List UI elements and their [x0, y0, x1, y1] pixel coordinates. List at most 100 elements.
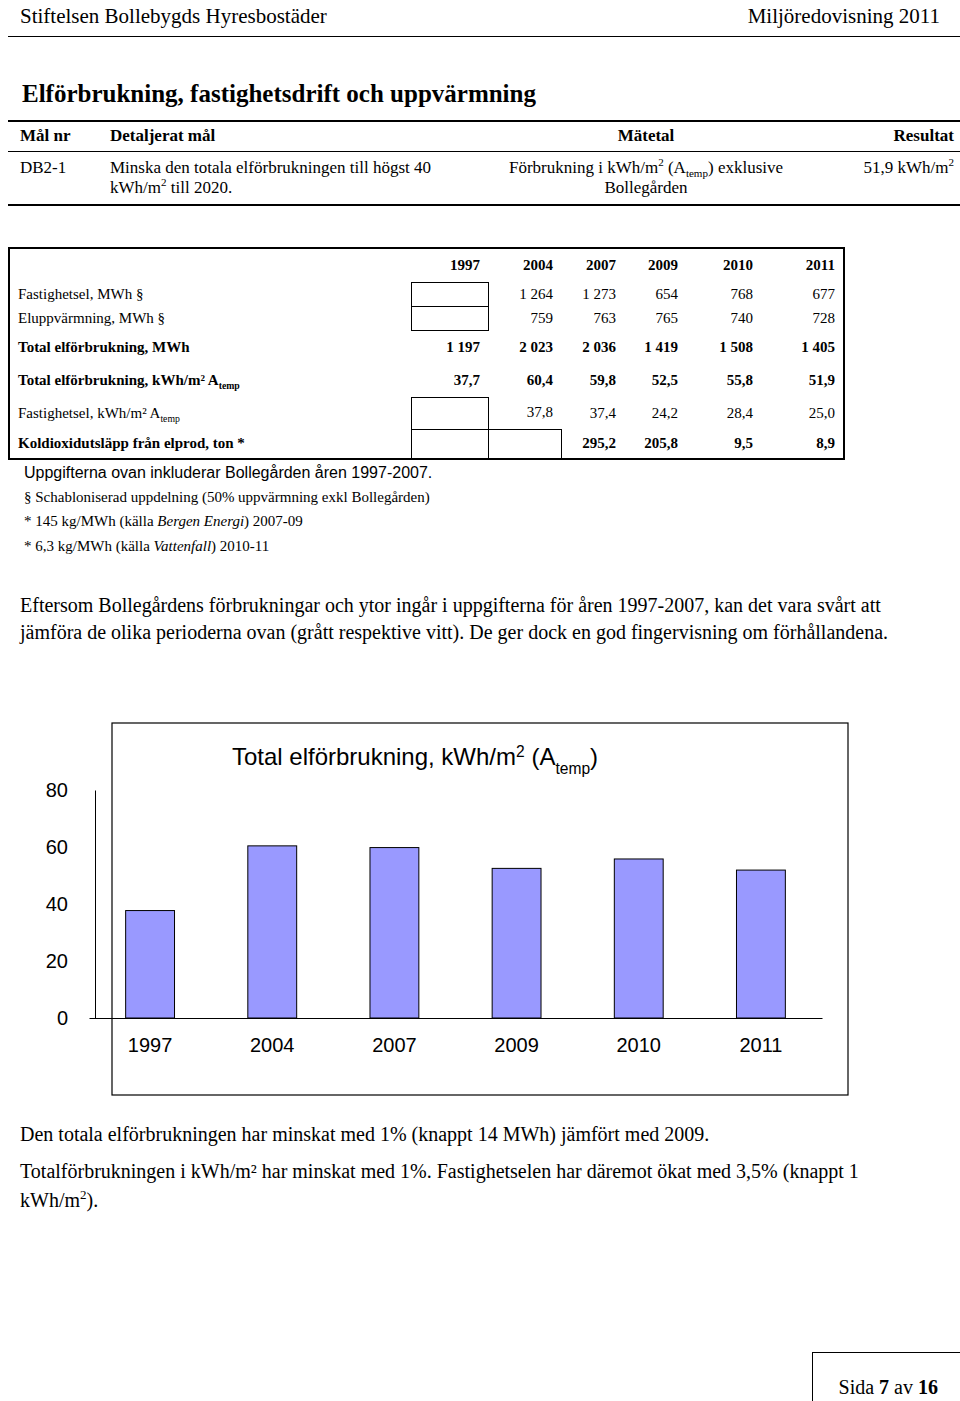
text-run: (A — [664, 158, 686, 177]
data-header-empty — [9, 248, 411, 282]
text-run: Fastighetsel, MWh § — [18, 286, 143, 302]
row-label: Total elförbrukning, MWh — [9, 330, 411, 364]
text-run: (A — [525, 743, 556, 770]
text-run-sup: 2 — [948, 156, 954, 168]
text-run: Totalförbrukningen i kWh/m² har minskat … — [20, 1160, 859, 1211]
page-title: Elförbrukning, fastighetsdrift och uppvä… — [22, 80, 536, 108]
bar — [370, 848, 419, 1018]
x-tick: 2010 — [617, 1018, 662, 1056]
y-tick-label: 80 — [46, 779, 68, 801]
x-tick-label: 2007 — [372, 1034, 417, 1056]
x-tick-label: 2011 — [739, 1034, 782, 1056]
x-tick: 2009 — [494, 1018, 539, 1056]
y-tick: 0 — [57, 1007, 95, 1029]
value-cell: 763 — [561, 306, 624, 330]
value-cell: 37,7 — [411, 364, 488, 397]
text-run: Fastighetsel, kWh/m² A — [18, 405, 160, 421]
data-table: 199720042007200920102011Fastighetsel, MW… — [8, 247, 845, 460]
value-cell: 59,8 — [561, 364, 624, 397]
x-tick-label: 2009 — [494, 1034, 539, 1056]
goal-header-cell: Resultat — [808, 121, 960, 151]
chart-frame — [112, 723, 848, 1095]
value-cell: 654 — [624, 282, 686, 306]
text-run: ) 2010-11 — [211, 538, 269, 554]
text-run-i: Vattenfall — [154, 538, 212, 554]
empty-cell — [411, 429, 488, 459]
row-label: Total elförbrukning, kWh/m² Atemp — [9, 364, 411, 397]
text-run-sup: 2 — [161, 176, 167, 188]
note: Uppgifterna ovan inkluderar Bollegården … — [24, 464, 432, 482]
value-cell: 1 197 — [411, 330, 488, 364]
text-run: * 145 kg/MWh (källa — [24, 513, 157, 529]
value-cell: 9,5 — [686, 429, 761, 459]
text-run: Koldioxidutsläpp från elprod, ton * — [18, 435, 245, 451]
goal-cell: DB2-1 — [8, 151, 98, 205]
chart-title: Total elförbrukning, kWh/m2 (Atemp) — [232, 743, 598, 777]
row-label: Eluppvärmning, MWh § — [9, 306, 411, 330]
value-cell: 51,9 — [761, 364, 844, 397]
value-cell: 1 264 — [488, 282, 561, 306]
conclusion: Den totala elförbrukningen har minskat m… — [20, 1120, 920, 1149]
data-header-cell: 2009 — [624, 248, 686, 282]
text-run: av — [889, 1376, 918, 1398]
text-run: ) — [590, 743, 598, 770]
x-tick: 1997 — [128, 1018, 173, 1056]
goal-header-cell: Mål nr — [8, 121, 98, 151]
value-cell: 728 — [761, 306, 844, 330]
row-label: Koldioxidutsläpp från elprod, ton * — [9, 429, 411, 459]
value-cell: 8,9 — [761, 429, 844, 459]
y-tick: 40 — [46, 893, 95, 915]
header-left: Stiftelsen Bollebygds Hyresbostäder — [20, 4, 327, 29]
data-row: Fastighetsel, kWh/m² Atemp37,837,424,228… — [9, 397, 844, 429]
goal-header-row: Mål nrDetaljerat målMätetalResultat — [8, 121, 960, 151]
x-tick-label: 1997 — [128, 1034, 173, 1056]
text-run: 51,9 kWh/m — [863, 158, 948, 177]
text-run-i: Bergen Energi — [157, 513, 244, 529]
text-run: Total elförbrukning, MWh — [18, 339, 190, 355]
text-run: Uppgifterna ovan inkluderar Bollegården … — [24, 464, 432, 481]
value-cell: 759 — [488, 306, 561, 330]
text-run-sub: temp — [219, 380, 240, 391]
y-tick-label: 0 — [57, 1007, 68, 1029]
value-cell: 37,8 — [488, 397, 561, 429]
value-cell: 1 273 — [561, 282, 624, 306]
y-tick: 20 — [46, 950, 95, 972]
text-run: Total elförbrukning, kWh/m — [232, 743, 516, 770]
data-header-cell: 1997 — [411, 248, 488, 282]
chart-svg: Total elförbrukning, kWh/m2 (Atemp)02040… — [0, 0, 960, 1401]
x-tick: 2004 — [250, 1018, 295, 1056]
data-header-cell: 2010 — [686, 248, 761, 282]
x-axis-line — [90, 1018, 823, 1019]
conclusion: Totalförbrukningen i kWh/m² har minskat … — [20, 1157, 920, 1215]
bar — [126, 911, 175, 1018]
value-cell: 205,8 — [624, 429, 686, 459]
bar — [614, 859, 663, 1018]
data-header-cell: 2004 — [488, 248, 561, 282]
text-run-sup: 2 — [516, 743, 525, 760]
y-axis: 0 20 40 60 80 — [46, 779, 96, 1029]
value-cell: 2 036 — [561, 330, 624, 364]
bar — [248, 846, 297, 1018]
text-run: Den totala elförbrukningen har minskat m… — [20, 1123, 709, 1145]
data-header-cell: 2007 — [561, 248, 624, 282]
value-cell: 24,2 — [624, 397, 686, 429]
bar — [492, 868, 541, 1018]
empty-cell — [411, 397, 488, 429]
row-label: Fastighetsel, kWh/m² Atemp — [9, 397, 411, 429]
bars — [126, 846, 786, 1018]
value-cell: 765 — [624, 306, 686, 330]
value-cell: 740 — [686, 306, 761, 330]
y-tick: 60 — [46, 836, 95, 858]
text-run: § Schabloniserad uppdelning (50% uppvärm… — [24, 489, 430, 505]
goal-header-cell: Detaljerat mål — [98, 121, 478, 151]
text-run: * 6,3 kg/MWh (källa — [24, 538, 154, 554]
x-tick-label: 2004 — [250, 1034, 295, 1056]
text-run: Minska den totala elförbrukningen till h… — [110, 158, 431, 197]
value-cell: 25,0 — [761, 397, 844, 429]
goal-header-cell: Mätetal — [478, 121, 808, 151]
value-cell: 37,4 — [561, 397, 624, 429]
page-number: Sida 7 av 16 — [839, 1376, 938, 1399]
header-right: Miljöredovisning 2011 — [748, 4, 940, 29]
note: * 145 kg/MWh (källa Bergen Energi) 2007-… — [24, 513, 303, 530]
y-axis-line — [95, 791, 96, 1019]
